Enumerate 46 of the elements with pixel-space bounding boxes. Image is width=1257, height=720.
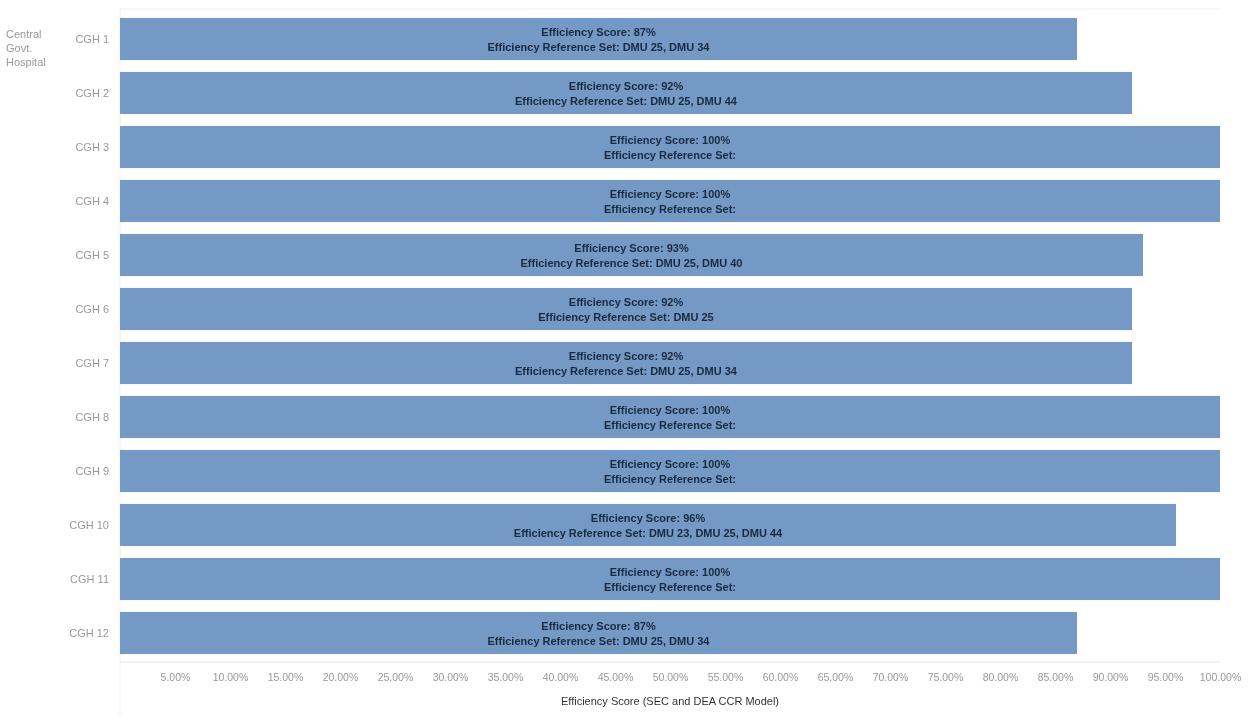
x-tick-label: 35.00% (487, 671, 524, 684)
data-label: Efficiency Score: 100% Efficiency Reference Set: (603, 188, 737, 215)
y-tick-label: CGH 7 (75, 356, 109, 369)
x-tick-label: 60.00% (762, 671, 799, 684)
x-tick-label: 5.00% (160, 671, 191, 684)
x-tick-label: 50.00% (652, 671, 689, 684)
y-tick-label: CGH 8 (75, 410, 109, 423)
y-tick-label: CGH 4 (75, 194, 109, 207)
y-tick-label: CGH 10 (69, 518, 109, 531)
data-label: Efficiency Score: 93% Efficiency Reference Set: DMU 25, DMU 40 (520, 242, 743, 269)
x-tick-label: 20.00% (322, 671, 359, 684)
x-axis-title: Efficiency Score (SEC and DEA CCR Model) (560, 695, 780, 707)
x-tick-label: 95.00% (1147, 671, 1184, 684)
y-tick-label: CGH 6 (75, 302, 109, 315)
x-tick-label: 100.00% (1199, 671, 1242, 684)
x-tick-label: 15.00% (267, 671, 304, 684)
y-tick-label: CGH 1 (75, 32, 109, 45)
x-tick-label: 80.00% (982, 671, 1019, 684)
x-tick-label: 65.00% (817, 671, 854, 684)
data-label: Efficiency Score: 100% Efficiency Reference Set: (603, 134, 737, 161)
y-tick-label: CGH 11 (70, 572, 109, 585)
y-tick-label: CGH 3 (75, 140, 109, 153)
x-tick-label: 70.00% (872, 671, 909, 684)
x-tick-label: 90.00% (1092, 671, 1129, 684)
x-tick-label: 40.00% (542, 671, 579, 684)
data-label: Efficiency Score: 87% Efficiency Reference Set: DMU 25, DMU 34 (487, 620, 711, 647)
x-tick-label: 25.00% (377, 671, 414, 684)
data-label: Efficiency Score: 87% Efficiency Reference Set: DMU 25, DMU 34 (487, 26, 711, 53)
x-tick-label: 10.00% (212, 671, 249, 684)
x-tick-label: 45.00% (597, 671, 634, 684)
data-label: Efficiency Score: 100% Efficiency Reference Set: (603, 566, 737, 593)
y-tick-label: CGH 12 (69, 626, 109, 639)
data-label: Efficiency Score: 100% Efficiency Reference Set: (603, 458, 737, 485)
x-tick-label: 85.00% (1037, 671, 1074, 684)
y-tick-label: CGH 2 (75, 86, 109, 99)
y-tick-label: CGH 9 (75, 464, 109, 477)
data-label: Efficiency Score: 100% Efficiency Reference Set: (603, 404, 737, 431)
data-label: Efficiency Score: 92% Efficiency Reference Set: DMU 25, DMU 34 (515, 350, 738, 377)
x-tick-label: 55.00% (707, 671, 744, 684)
data-label: Efficiency Score: 92% Efficiency Reference Set: DMU 25 (538, 296, 714, 323)
y-axis-title: Central Govt. Hospital (6, 28, 46, 68)
y-tick-label: CGH 5 (75, 248, 109, 261)
x-tick-label: 75.00% (927, 671, 964, 684)
x-tick-label: 30.00% (432, 671, 469, 684)
data-label: Efficiency Score: 96% Efficiency Reference Set: DMU 23, DMU 25, DMU 44 (513, 512, 784, 539)
data-label: Efficiency Score: 92% Efficiency Reference Set: DMU 25, DMU 44 (515, 80, 738, 107)
